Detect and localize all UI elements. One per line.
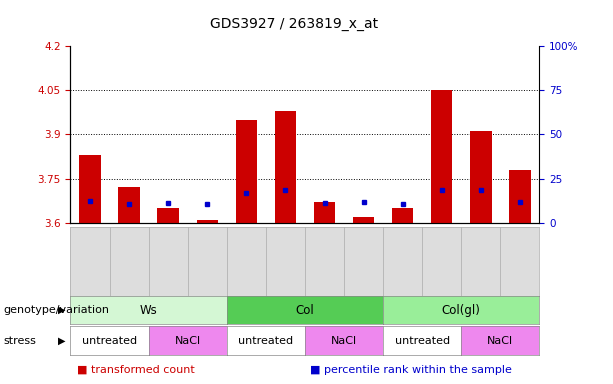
Text: ▶: ▶ — [58, 305, 66, 315]
Text: ▶: ▶ — [58, 336, 66, 346]
Text: NaCl: NaCl — [331, 336, 357, 346]
Bar — [79, 155, 101, 223]
Bar — [158, 208, 179, 223]
Text: ■ percentile rank within the sample: ■ percentile rank within the sample — [310, 364, 511, 375]
Text: NaCl: NaCl — [175, 336, 201, 346]
Bar — [314, 202, 335, 223]
Text: untreated: untreated — [82, 336, 137, 346]
Bar — [118, 187, 140, 223]
Text: NaCl: NaCl — [487, 336, 514, 346]
Text: GDS3927 / 263819_x_at: GDS3927 / 263819_x_at — [210, 17, 378, 31]
Text: Col: Col — [295, 304, 314, 316]
Bar — [431, 90, 452, 223]
Text: Col(gl): Col(gl) — [442, 304, 481, 316]
Text: Ws: Ws — [140, 304, 158, 316]
Bar — [235, 120, 257, 223]
Bar — [470, 131, 492, 223]
Text: untreated: untreated — [395, 336, 450, 346]
Bar — [197, 220, 218, 223]
Text: stress: stress — [3, 336, 36, 346]
Text: untreated: untreated — [238, 336, 294, 346]
Bar — [392, 208, 413, 223]
Bar — [509, 170, 531, 223]
Bar — [353, 217, 375, 223]
Bar — [275, 111, 296, 223]
Text: genotype/variation: genotype/variation — [3, 305, 109, 315]
Text: ■ transformed count: ■ transformed count — [77, 364, 194, 375]
